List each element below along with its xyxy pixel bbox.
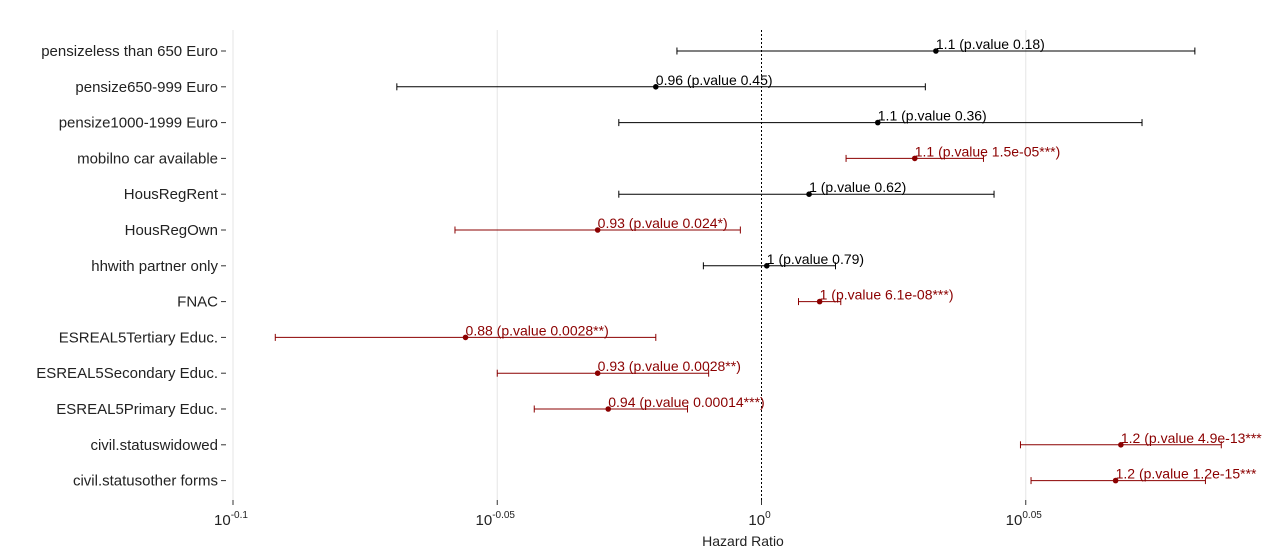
row-label: pensizeless than 650 Euro — [41, 43, 218, 60]
estimate-point — [806, 191, 812, 197]
estimate-annotation: 0.93 (p.value 0.0028**) — [598, 358, 741, 374]
row-label: HousRegRent — [124, 186, 219, 203]
estimate-annotation: 1 (p.value 0.62) — [809, 179, 906, 195]
x-tick-label: 10-0.1 — [214, 510, 248, 529]
row-label: hhwith partner only — [91, 258, 218, 275]
estimate-row: 1 (p.value 0.62) — [618, 179, 995, 198]
estimate-row: 1.1 (p.value 0.36) — [618, 108, 1143, 127]
estimate-row: 1.2 (p.value 1.2e-15*** — [1030, 466, 1257, 485]
estimate-row: 1.1 (p.value 0.18) — [676, 36, 1196, 55]
x-axis-ticks: 10-0.1 10-0.05 100 100.05 — [214, 500, 1042, 529]
estimate-point — [1112, 477, 1119, 484]
estimate-annotation: 0.88 (p.value 0.0028**) — [466, 322, 609, 338]
grid-layer — [232, 30, 1027, 500]
estimate-row: 0.88 (p.value 0.0028**) — [274, 322, 657, 341]
estimate-point — [816, 298, 823, 305]
estimate-point — [933, 48, 939, 54]
x-tick-label: 100 — [748, 510, 771, 529]
estimate-annotation: 0.93 (p.value 0.024*) — [598, 215, 728, 231]
estimate-point — [462, 334, 469, 341]
row-label: civil.statusother forms — [73, 473, 218, 490]
estimate-point — [911, 155, 918, 162]
estimate-row: 1 (p.value 0.79) — [702, 251, 864, 270]
row-label: ESREAL5Tertiary Educ. — [59, 329, 218, 346]
x-tick-label: 100.05 — [1006, 510, 1043, 529]
estimate-point — [1118, 442, 1124, 448]
x-tick-label: 10-0.05 — [476, 510, 516, 529]
estimate-rows: 1.1 (p.value 0.18) 0.96 (p.value 0.45) 1.1… — [274, 36, 1262, 485]
row-label: civil.statuswidowed — [90, 437, 218, 454]
estimate-point — [594, 370, 601, 377]
estimate-row: 0.93 (p.value 0.0028**) — [496, 358, 741, 377]
estimate-point — [605, 406, 612, 412]
estimate-row: 0.96 (p.value 0.45) — [396, 72, 926, 91]
row-label: FNAC — [177, 294, 218, 311]
row-label: HousRegOwn — [125, 222, 218, 239]
y-axis-labels: pensizeless than 650 Euro pensize650-999 … — [36, 43, 219, 490]
estimate-annotation: 0.94 (p.value 0.00014***) — [608, 394, 764, 410]
estimate-annotation: 0.96 (p.value 0.45) — [656, 72, 773, 88]
estimate-row: 1 (p.value 6.1e-08***) — [797, 287, 954, 306]
row-label: ESREAL5Secondary Educ. — [36, 365, 218, 382]
row-label: pensize650-999 Euro — [75, 79, 218, 96]
estimate-row: 1.2 (p.value 4.9e-13*** — [1019, 430, 1262, 449]
estimate-point — [874, 119, 881, 126]
y-axis-ticks — [221, 50, 226, 482]
estimate-annotation: 1.2 (p.value 1.2e-15*** — [1116, 466, 1257, 482]
estimate-annotation: 1 (p.value 6.1e-08***) — [820, 287, 954, 303]
estimate-annotation: 1 (p.value 0.79) — [767, 251, 864, 267]
estimate-annotation: 1.1 (p.value 1.5e-05***) — [915, 143, 1061, 159]
row-label: mobilno car available — [77, 150, 218, 167]
x-axis-title: Hazard Ratio — [702, 533, 784, 549]
estimate-annotation: 1.1 (p.value 0.36) — [878, 108, 987, 124]
row-label: ESREAL5Primary Educ. — [56, 401, 218, 418]
row-label: pensize1000-1999 Euro — [59, 115, 218, 132]
estimate-row: 1.1 (p.value 1.5e-05***) — [845, 143, 1061, 162]
estimate-annotation: 1.1 (p.value 0.18) — [936, 36, 1045, 52]
estimate-point — [653, 84, 659, 90]
estimate-row: 0.93 (p.value 0.024*) — [454, 215, 741, 234]
estimate-row: 0.94 (p.value 0.00014***) — [533, 394, 765, 413]
estimate-point — [763, 263, 770, 269]
estimate-annotation: 1.2 (p.value 4.9e-13*** — [1121, 430, 1262, 446]
estimate-point — [594, 227, 601, 233]
